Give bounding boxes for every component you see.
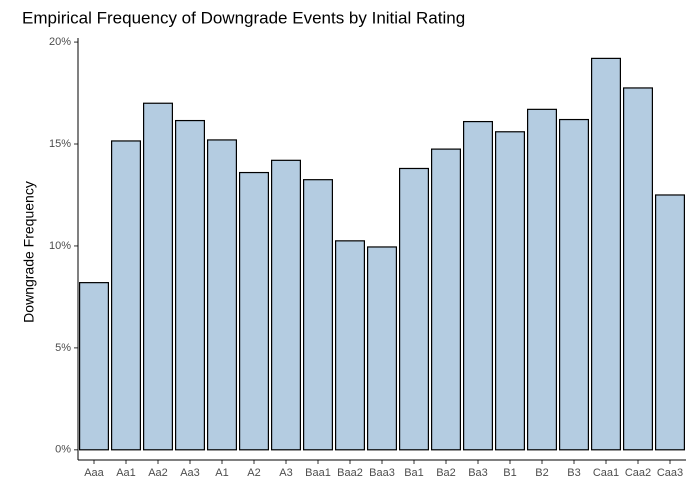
x-tick-label: A3 (279, 467, 292, 479)
bar (558, 118, 589, 451)
x-tick-label: Aa3 (180, 467, 200, 479)
x-tick-label: B1 (503, 467, 516, 479)
bar (590, 57, 621, 451)
bar (271, 159, 302, 451)
y-tick-label: 0% (55, 444, 71, 456)
bar (335, 240, 366, 451)
bar (78, 282, 109, 451)
bar (143, 102, 174, 451)
x-tick-label: Aa1 (116, 467, 136, 479)
bar (175, 119, 206, 451)
bar (207, 139, 238, 451)
y-tick-label: 15% (49, 138, 71, 150)
x-tick-label: A2 (247, 467, 260, 479)
bar (110, 140, 141, 451)
bar (654, 194, 685, 451)
x-tick-label: Caa2 (625, 467, 651, 479)
bar (367, 246, 398, 451)
chart-title: Empirical Frequency of Downgrade Events … (22, 8, 465, 27)
x-tick-label: Ba2 (436, 467, 456, 479)
bar (431, 148, 462, 451)
x-tick-label: Ba1 (404, 467, 424, 479)
x-tick-label: Baa1 (305, 467, 331, 479)
y-tick-label: 20% (49, 36, 71, 48)
x-tick-label: Caa3 (657, 467, 683, 479)
bar (303, 179, 334, 451)
x-tick-label: Aaa (84, 467, 104, 479)
x-tick-label: B2 (535, 467, 548, 479)
x-tick-label: Baa3 (369, 467, 395, 479)
bar (526, 108, 557, 451)
x-tick-label: A1 (215, 467, 228, 479)
bar (463, 120, 494, 451)
x-tick-label: Ba3 (468, 467, 488, 479)
bar (399, 167, 430, 451)
bar (239, 171, 270, 451)
x-tick-label: Caa1 (593, 467, 619, 479)
y-tick-label: 10% (49, 240, 71, 252)
x-tick-label: Aa2 (148, 467, 168, 479)
y-tick-label: 5% (55, 342, 71, 354)
bar (622, 87, 653, 451)
x-tick-label: Baa2 (337, 467, 363, 479)
bar (495, 131, 526, 451)
y-axis-label: Downgrade Frequency (21, 181, 37, 323)
x-tick-label: B3 (567, 467, 580, 479)
